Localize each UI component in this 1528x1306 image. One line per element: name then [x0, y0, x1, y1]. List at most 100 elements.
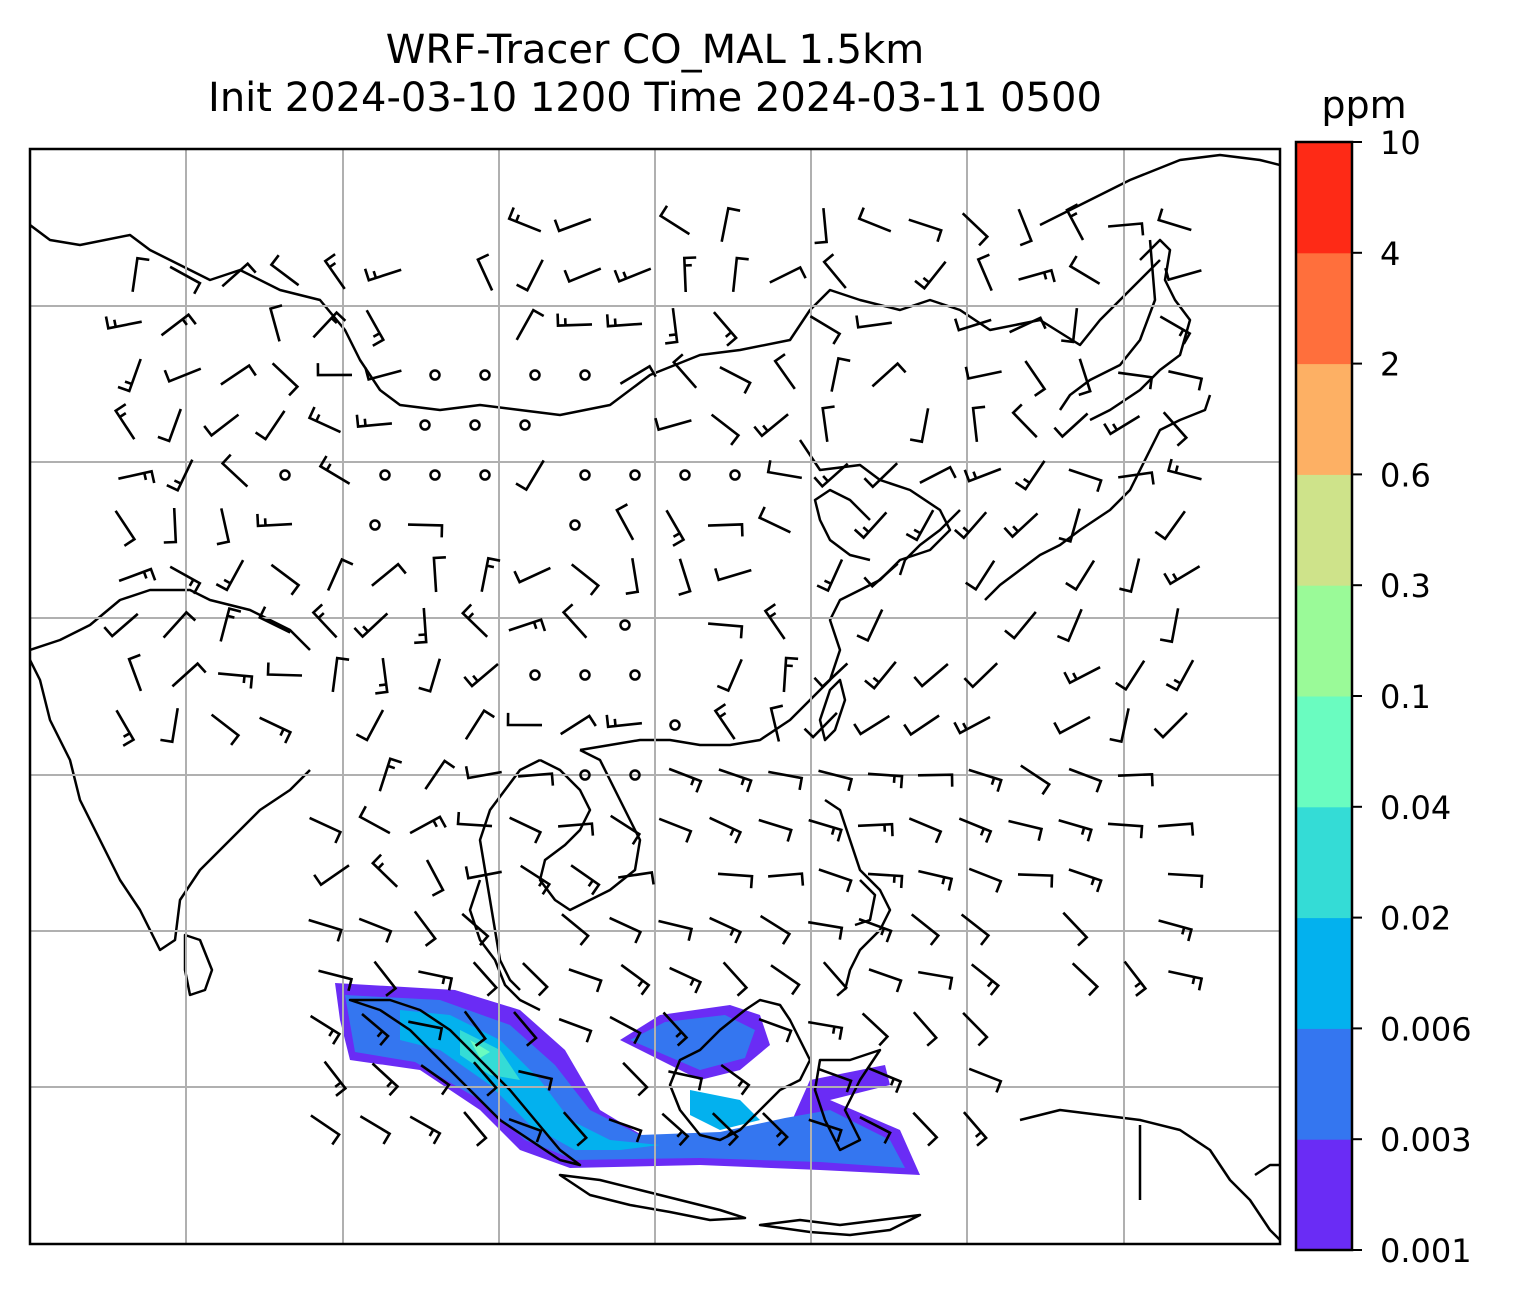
wind-barb: [1123, 960, 1148, 997]
wind-barb: [171, 661, 207, 688]
wind-barb: [867, 872, 904, 889]
wind-barb: [713, 703, 736, 740]
wind-barb: [963, 467, 1002, 483]
wind-barb: [157, 408, 183, 443]
wind-barb: [558, 1017, 593, 1043]
wind-barb: [1071, 962, 1100, 997]
wind-barb: [266, 662, 303, 677]
wind-barb: [620, 963, 651, 996]
wind-barb: [1004, 611, 1037, 640]
wind-barb: [654, 417, 692, 432]
wind-barb: [418, 658, 442, 693]
wind-barb: [220, 363, 257, 386]
gridlines: [30, 149, 1280, 1244]
wind-barb: [665, 509, 686, 547]
wind-barb: [563, 267, 602, 284]
wind-barb: [160, 312, 197, 337]
wind-barb: [464, 866, 502, 880]
wind-barb: [707, 622, 744, 639]
wind-barb: [318, 455, 351, 485]
wind-barb: [769, 704, 784, 742]
colorbar-band: [1296, 585, 1352, 697]
wind-barb: [818, 769, 854, 792]
wind-barb: [418, 970, 454, 991]
wind-barb: [1158, 822, 1195, 836]
wind-barb: [1056, 608, 1083, 643]
wind-barb: [311, 603, 338, 639]
wind-barb: [556, 313, 593, 327]
wind-barb: [309, 1014, 342, 1045]
wind-barb: [821, 405, 835, 442]
wind-barb: [814, 207, 829, 245]
colorbar-bands: [1296, 142, 1352, 1251]
wind-barb: [407, 523, 444, 538]
wind-barb: [1018, 268, 1056, 283]
colorbar-band: [1296, 917, 1352, 1029]
wind-barb: [259, 716, 293, 744]
wind-barb: [508, 1117, 543, 1143]
wind-barb: [480, 556, 501, 592]
wind-barb: [757, 506, 791, 534]
wind-barb: [509, 816, 543, 844]
wind-barb: [731, 256, 749, 293]
wind-barb: [570, 563, 601, 596]
wind-barb: [326, 557, 354, 592]
wind-barb: [857, 822, 894, 837]
calm-wind-marker: [579, 469, 591, 481]
wind-barb: [1065, 203, 1085, 241]
wind-barb: [409, 815, 447, 835]
wind-barb: [408, 1020, 444, 1041]
wind-barb: [712, 311, 738, 347]
wind-barb: [210, 713, 241, 746]
wind-barb: [1117, 772, 1154, 787]
wind-barb: [619, 364, 657, 385]
wind-barb: [917, 773, 954, 787]
wind-barb: [711, 1112, 740, 1147]
calm-wind-marker: [529, 669, 541, 681]
wind-barb: [1014, 460, 1046, 491]
wind-barb: [365, 309, 386, 347]
wind-barb: [1062, 911, 1089, 947]
wind-barb: [464, 708, 495, 740]
wind-barb: [917, 970, 954, 990]
wind-barb: [1065, 559, 1096, 592]
colorbar-unit: ppm: [1321, 83, 1406, 127]
wind-barb: [1164, 267, 1202, 282]
wind-barb: [661, 1112, 690, 1147]
wind-barb: [976, 253, 993, 292]
wind-barb: [160, 707, 179, 744]
colorbar-tick-label: 2: [1380, 346, 1400, 384]
wind-barb: [517, 772, 555, 786]
wind-barb: [665, 307, 679, 345]
wind-barb: [919, 465, 957, 484]
wind-barb: [808, 818, 843, 842]
wind-barb: [118, 567, 157, 583]
wind-barb: [605, 314, 643, 328]
wind-barb: [816, 558, 844, 593]
wind-barb: [1058, 818, 1093, 842]
wind-barb: [515, 308, 545, 341]
wind-barb: [103, 612, 139, 638]
wind-barb: [562, 1111, 589, 1147]
wind-barb: [256, 513, 293, 528]
wind-barb: [1009, 316, 1047, 334]
wind-barb: [709, 916, 743, 944]
wind-barb: [1118, 371, 1154, 390]
calm-wind-marker: [669, 719, 681, 731]
wind-barb: [858, 917, 893, 943]
wind-barb: [964, 559, 996, 592]
wind-barb: [358, 805, 391, 835]
wind-barb: [903, 714, 940, 737]
wind-barb: [570, 864, 601, 896]
calm-wind-marker: [379, 469, 391, 481]
wind-barb: [1061, 307, 1079, 344]
wind-barb: [521, 962, 549, 997]
wind-barb: [720, 206, 741, 242]
wind-barb: [361, 1013, 390, 1047]
wind-barb: [1162, 411, 1189, 447]
wind-barb: [254, 410, 286, 441]
wind-barb: [1011, 403, 1038, 439]
wind-barb: [668, 1070, 704, 1091]
wind-barb: [964, 366, 1002, 381]
wind-barb: [216, 508, 231, 546]
